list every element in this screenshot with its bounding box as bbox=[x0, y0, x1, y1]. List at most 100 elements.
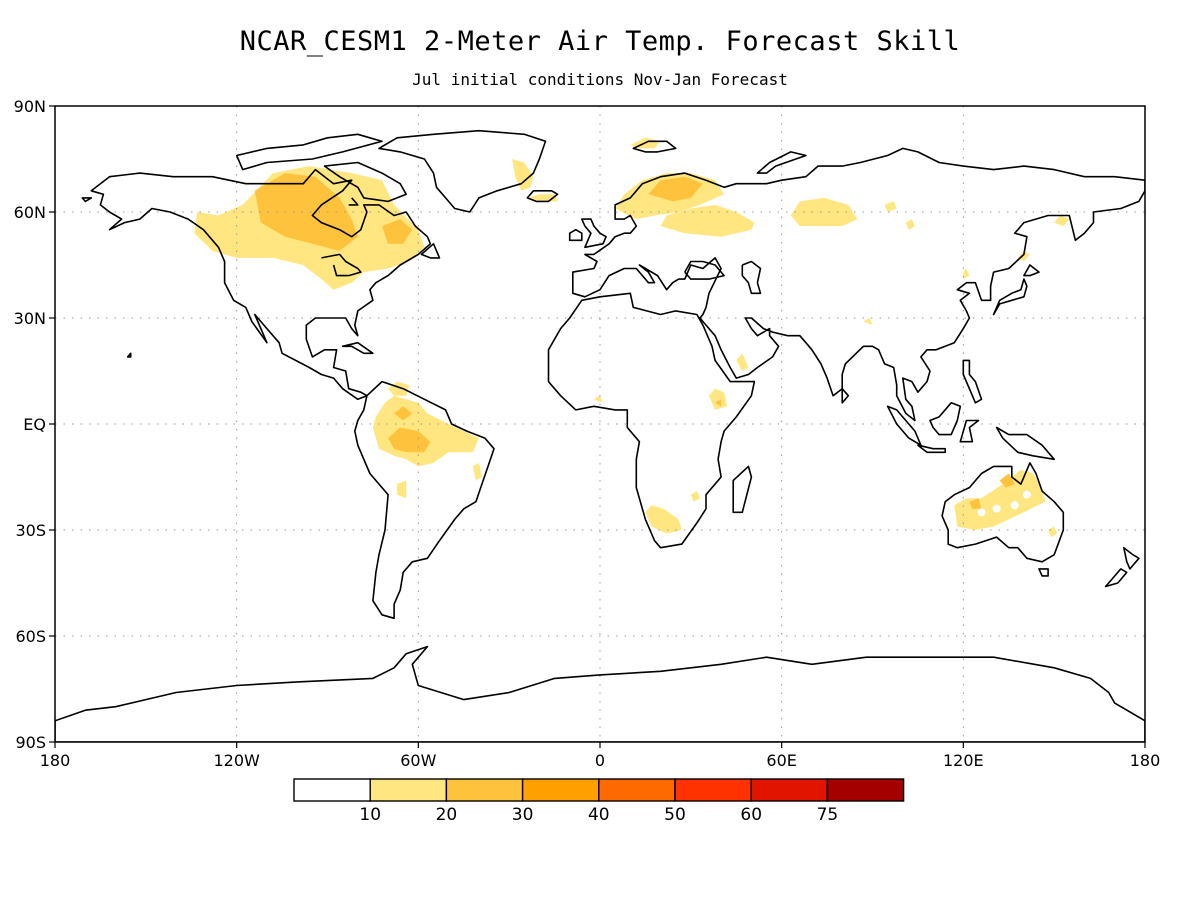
skill-region-se-australia bbox=[1048, 526, 1058, 538]
latitude-axis: 90N 60N 30N EQ 30S 60S 90S bbox=[14, 97, 55, 752]
lon-tick-label: 0 bbox=[595, 751, 605, 770]
skill-region-east-africa bbox=[709, 388, 728, 410]
skill-region-southern-africa bbox=[645, 505, 682, 534]
skill-region-gulf-guinea bbox=[593, 395, 603, 403]
skill-region-tibet bbox=[863, 318, 873, 326]
sulawesi-coastline bbox=[959, 419, 980, 443]
new-guinea-coastline bbox=[995, 426, 1055, 461]
legend-swatch bbox=[750, 778, 829, 802]
skill-region-arabia bbox=[736, 353, 749, 371]
antarctica-coastline bbox=[55, 645, 1145, 742]
legend-swatch bbox=[598, 778, 676, 802]
ireland-coastline bbox=[568, 228, 583, 242]
skill-shading-layer bbox=[194, 137, 1070, 538]
skill-core-scandinavia bbox=[648, 176, 703, 202]
lon-tick-label: 180 bbox=[1130, 751, 1161, 770]
legend-label: 40 bbox=[588, 805, 610, 825]
skill-core-labrador bbox=[382, 219, 413, 244]
borneo-coastline bbox=[929, 402, 962, 436]
novaya-zemlya-coastline bbox=[756, 151, 807, 174]
hawaii-coastline bbox=[126, 352, 132, 358]
great-britain-coastline bbox=[581, 218, 607, 249]
alaska-island-coastline bbox=[81, 197, 93, 203]
skill-core-amazon-1 bbox=[388, 427, 431, 453]
skill-core-east-africa bbox=[715, 399, 722, 407]
legend-label: 20 bbox=[436, 805, 458, 825]
skill-region-siberia-small-2 bbox=[905, 219, 915, 230]
skill-core-hudson bbox=[254, 173, 358, 251]
legend-label: 75 bbox=[817, 805, 839, 825]
skill-region-mozambique bbox=[690, 491, 700, 502]
lat-tick-label: 60N bbox=[14, 203, 46, 222]
madagascar-coastline bbox=[732, 465, 753, 514]
lat-tick-label: EQ bbox=[23, 415, 46, 434]
cuba-coastline bbox=[341, 341, 374, 355]
coastlines bbox=[55, 129, 1145, 742]
skill-region-sea-of-okhotsk bbox=[1054, 215, 1070, 227]
legend-swatch bbox=[293, 778, 371, 802]
new-zealand-south-coastline bbox=[1104, 568, 1128, 588]
skill-core-australia-1 bbox=[969, 498, 982, 509]
skill-core-australia-2 bbox=[999, 473, 1015, 488]
skill-region-greenland bbox=[512, 159, 534, 191]
africa-coastline bbox=[547, 292, 756, 549]
sri-lanka-coastline bbox=[841, 387, 850, 404]
skill-region-mongolia bbox=[963, 268, 970, 280]
chart-title: NCAR_CESM1 2-Meter Air Temp. Forecast Sk… bbox=[239, 26, 961, 57]
skill-gap bbox=[1022, 490, 1031, 499]
japan-coastline bbox=[992, 278, 1028, 316]
hokkaido-coastline bbox=[1023, 264, 1040, 277]
lon-tick-label: 60W bbox=[400, 751, 436, 770]
legend-label: 10 bbox=[359, 805, 381, 825]
skill-region-siberia-small-1 bbox=[884, 201, 897, 212]
tasmania-coastline bbox=[1038, 568, 1049, 577]
lon-tick-label: 60E bbox=[766, 751, 796, 770]
south-america-coastline bbox=[354, 380, 495, 620]
skill-region-australia bbox=[954, 469, 1046, 530]
svalbard-coastline bbox=[632, 140, 677, 153]
legend-label: 60 bbox=[740, 805, 762, 825]
lat-tick-label: 30N bbox=[14, 309, 46, 328]
baffin-island-coastline bbox=[323, 161, 407, 203]
lat-tick-label: 30S bbox=[15, 521, 46, 540]
skill-region-japan-sea bbox=[1017, 250, 1030, 262]
longitude-axis: 180 120W 60W 0 60E 120E 180 bbox=[40, 742, 1161, 770]
legend-swatch bbox=[445, 778, 524, 802]
skill-region-ne-brazil bbox=[472, 462, 482, 481]
black-sea-coastline bbox=[684, 260, 725, 280]
lon-tick-label: 120E bbox=[943, 751, 984, 770]
lat-tick-label: 90S bbox=[15, 733, 46, 752]
hudson-bay-islands bbox=[348, 197, 359, 206]
greenland-coastline bbox=[378, 129, 547, 213]
skill-region-siberia bbox=[790, 197, 858, 227]
iceland-coastline bbox=[526, 190, 559, 203]
lat-tick-label: 60S bbox=[15, 627, 46, 646]
skill-gap bbox=[992, 504, 1001, 513]
skill-gap bbox=[977, 508, 986, 517]
legend-label: 50 bbox=[664, 805, 686, 825]
new-zealand-north-coastline bbox=[1123, 546, 1140, 570]
lon-tick-label: 120W bbox=[213, 751, 260, 770]
eurasia-coastline bbox=[572, 147, 1145, 422]
skill-core-amazon-2 bbox=[394, 406, 413, 421]
newfoundland-coastline bbox=[420, 243, 441, 259]
philippines-coastline bbox=[962, 359, 983, 404]
skill-region-bolivia bbox=[397, 480, 407, 499]
java-coastline bbox=[917, 444, 946, 454]
color-legend: 10 20 30 40 50 60 75 bbox=[293, 778, 905, 825]
australia-coastline bbox=[941, 462, 1065, 563]
legend-swatch bbox=[369, 778, 448, 802]
lon-tick-label: 180 bbox=[40, 751, 71, 770]
legend-swatch bbox=[826, 778, 905, 802]
gridlines bbox=[55, 106, 1145, 742]
great-lakes-coastline bbox=[321, 253, 362, 277]
arctic-islands-coastline bbox=[235, 133, 383, 171]
legend-label: 30 bbox=[512, 805, 534, 825]
caspian-sea-coastline bbox=[741, 260, 762, 295]
skill-gap bbox=[1010, 501, 1019, 510]
skill-region-west-russia bbox=[660, 204, 755, 237]
legend-swatch bbox=[674, 778, 752, 802]
north-america-coastline bbox=[90, 168, 432, 401]
legend-swatch bbox=[521, 778, 600, 802]
